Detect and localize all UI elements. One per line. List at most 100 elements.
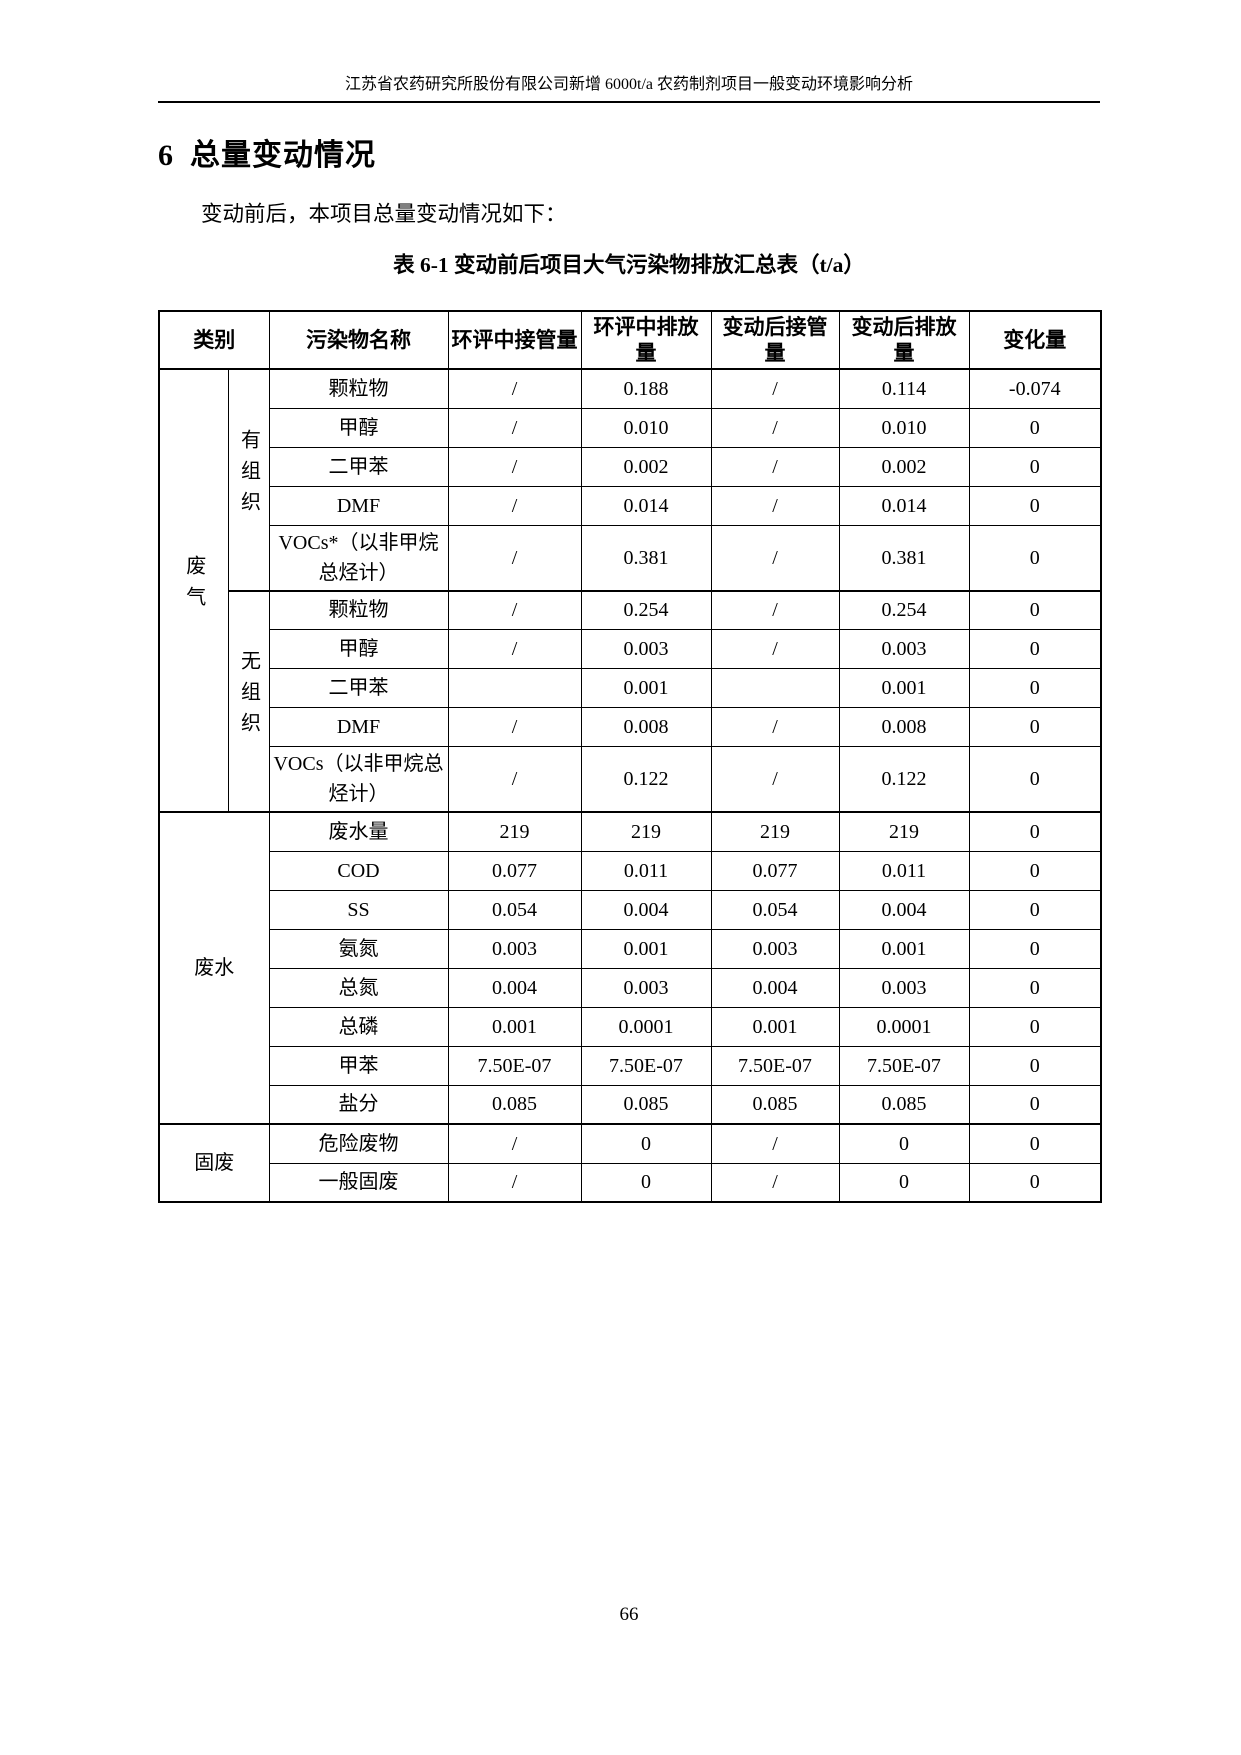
pollutant-name-cell: 氨氮 (268, 928, 449, 969)
value-cell: / (447, 589, 582, 630)
value-cell: 0.054 (447, 889, 582, 930)
table-header: 类别 污染物名称 环评中接管量 环评中排放量 变动后接管量 变动后排放量 变化量 (158, 310, 1102, 370)
pollutant-name-cell: 颗粒物 (268, 368, 449, 409)
value-cell: 0.004 (710, 967, 840, 1008)
page-content: 江苏省农药研究所股份有限公司新增 6000t/a 农药制剂项目一般变动环境影响分… (158, 0, 1102, 1203)
pollutant-name-cell: 危险废物 (268, 1123, 449, 1164)
value-cell: 0.004 (838, 889, 970, 930)
running-header-text: 江苏省农药研究所股份有限公司新增 6000t/a 农药制剂项目一般变动环境影响分… (345, 76, 913, 93)
value-cell: 0.0001 (580, 1006, 712, 1047)
value-cell: 0.001 (838, 928, 970, 969)
value-cell: / (447, 446, 582, 487)
table-row: 甲苯 7.50E-07 7.50E-07 7.50E-07 7.50E-07 0 (159, 1045, 1102, 1086)
pollutant-name-cell: 总氮 (268, 967, 449, 1008)
pollutant-name-cell: SS (268, 889, 449, 930)
column-header: 变动后接管量 (710, 310, 840, 370)
pollutant-name-cell: 甲苯 (268, 1045, 449, 1086)
value-cell: 0.114 (838, 368, 970, 409)
page-number: 66 (619, 1604, 639, 1625)
table-row: SS 0.054 0.004 0.054 0.004 0 (159, 889, 1102, 930)
running-header: 江苏省农药研究所股份有限公司新增 6000t/a 农药制剂项目一般变动环境影响分… (158, 74, 1100, 96)
emissions-summary-table: 类别 污染物名称 环评中接管量 环评中排放量 变动后接管量 变动后排放量 变化量 废气 有组织… (158, 310, 1102, 1203)
value-cell: 0 (968, 1123, 1102, 1164)
value-cell: 0 (968, 707, 1102, 747)
value-cell: 0.077 (447, 850, 582, 891)
table-row: 甲醇/0.003/0.003 0 (159, 629, 1102, 669)
value-cell: / (710, 707, 840, 747)
table-header-row: 类别 污染物名称 环评中接管量 环评中排放量 变动后接管量 变动后排放量 变化量 (158, 310, 1102, 370)
value-cell: 0 (580, 1123, 712, 1164)
value-cell: 0 (968, 1084, 1102, 1125)
column-header: 变动后排放量 (838, 310, 970, 370)
value-cell: / (710, 446, 840, 487)
table-row: 废水 废水量 219 219 219 219 0 (158, 811, 1102, 1125)
value-cell: 219 (447, 811, 582, 852)
pollutant-name-cell: 甲醇 (268, 629, 449, 669)
pollutant-name-cell: 总磷 (268, 1006, 449, 1047)
table-row: 盐分 0.085 0.085 0.085 0.085 0 (159, 1084, 1102, 1125)
value-cell: / (447, 407, 582, 448)
category-cell: 废水 (158, 811, 270, 1125)
value-cell: 0.003 (580, 629, 712, 669)
table-row: 废气 有组织 颗粒物/0.188/0.114 -0.074 (158, 368, 1102, 813)
table-row: COD 0.077 0.011 0.077 0.011 0 (159, 850, 1102, 891)
value-cell: 0 (968, 850, 1102, 891)
table-row: 二甲苯/0.002/0.002 0 (159, 446, 1102, 487)
value-cell: 0.003 (710, 928, 840, 969)
value-cell: 0.003 (838, 967, 970, 1008)
value-cell: / (710, 589, 840, 630)
value-cell: / (447, 485, 582, 526)
value-cell: 0.003 (447, 928, 582, 969)
value-cell: 7.50E-07 (838, 1045, 970, 1086)
intro-paragraph: 变动前后，本项目总量变动情况如下： (201, 202, 567, 226)
value-cell: 0.014 (580, 485, 712, 526)
value-cell: / (447, 707, 582, 747)
pollutant-name-cell: VOCs*（以非甲烷总烃计） (268, 524, 449, 591)
value-cell: 0 (968, 446, 1102, 487)
section-heading: 6 总量变动情况 (158, 137, 1100, 175)
table-row: 甲醇/0.010/0.010 0 (159, 407, 1102, 448)
value-cell: 0 (968, 668, 1102, 708)
value-cell: / (447, 1123, 582, 1164)
value-cell: / (447, 524, 582, 591)
table-row: VOCs*（以非甲烷总烃计）/0.381/0.381 0 (159, 524, 1102, 591)
value-cell: 0 (968, 485, 1102, 526)
pollutant-name-cell: VOCs（以非甲烷总烃计） (268, 746, 449, 813)
value-cell: 0.001 (838, 668, 970, 708)
value-cell: 0 (968, 1162, 1102, 1203)
value-cell: 0 (968, 928, 1102, 969)
value-cell: 0.014 (838, 485, 970, 526)
value-cell: 0.001 (580, 668, 712, 708)
table-row: 无组织 颗粒物/0.254/0.254 0 (159, 589, 1102, 813)
value-cell: 0.001 (447, 1006, 582, 1047)
value-cell: / (710, 407, 840, 448)
pollutant-name-cell: DMF (268, 485, 449, 526)
value-cell: 0 (968, 524, 1102, 591)
table-caption: 表 6-1 变动前后项目大气污染物排放汇总表（t/a） (393, 253, 865, 277)
value-cell: 0.002 (838, 446, 970, 487)
value-cell: / (447, 1162, 582, 1203)
table-row: 氨氮 0.003 0.001 0.003 0.001 0 (159, 928, 1102, 969)
value-cell: / (447, 746, 582, 813)
value-cell: 0.0001 (838, 1006, 970, 1047)
value-cell: 0.054 (710, 889, 840, 930)
pollutant-name-cell: 废水量 (268, 811, 449, 852)
pollutant-name-cell: 盐分 (268, 1084, 449, 1125)
table-body: 废气 有组织 颗粒物/0.188/0.114 -0.074 甲醇/0.010/0.010… (158, 368, 1102, 1203)
value-cell: / (710, 368, 840, 409)
value-cell: / (447, 368, 582, 409)
table-row: 一般固废/0/0 0 (159, 1162, 1102, 1203)
value-cell: / (447, 629, 582, 669)
section-number: 6 (158, 139, 174, 172)
value-cell (447, 668, 582, 708)
table-row: 二甲苯 0.001 0.001 0 (159, 668, 1102, 708)
value-cell: -0.074 (968, 368, 1102, 409)
value-cell: 0 (968, 407, 1102, 448)
value-cell: 0 (968, 1006, 1102, 1047)
value-cell: 0.003 (838, 629, 970, 669)
pollutant-name-cell: 甲醇 (268, 407, 449, 448)
value-cell: 0.085 (580, 1084, 712, 1125)
value-cell: 7.50E-07 (580, 1045, 712, 1086)
value-cell: 0 (968, 811, 1102, 852)
subcategory-cell: 无组织 (227, 589, 270, 813)
